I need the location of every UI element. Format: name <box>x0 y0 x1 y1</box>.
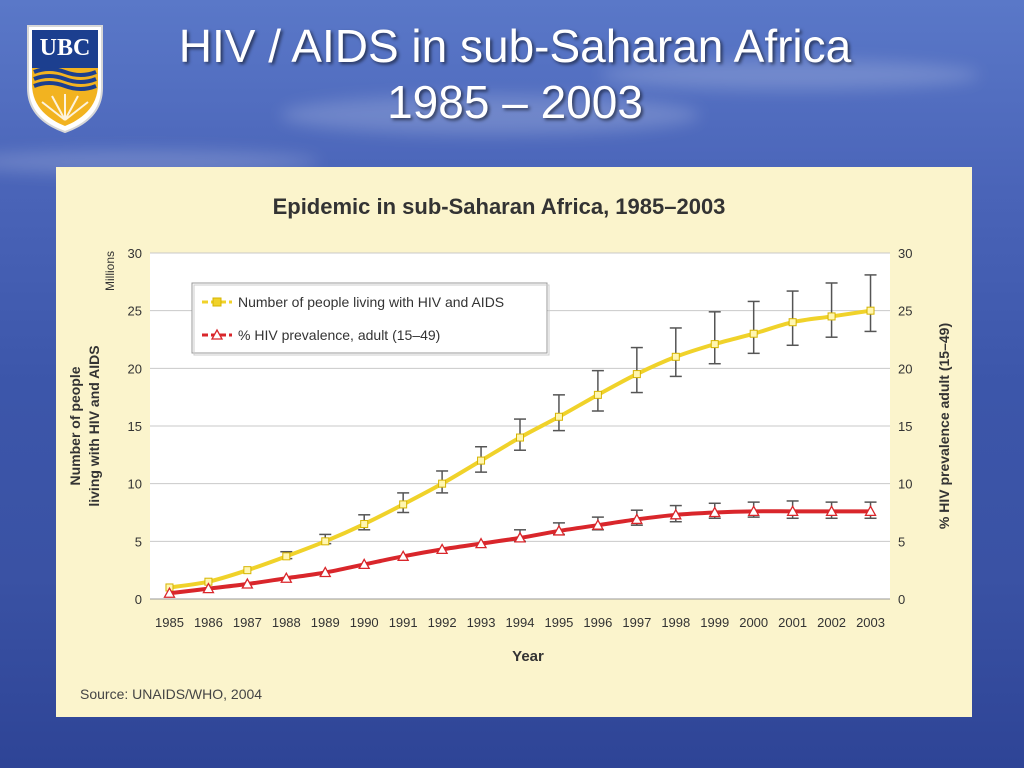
data-point <box>516 433 524 442</box>
y-tick-label-right: 30 <box>898 246 912 261</box>
y-tick-label-right: 10 <box>898 477 912 492</box>
x-tick-label: 1993 <box>467 615 496 630</box>
data-point <box>513 531 527 543</box>
data-point <box>319 566 332 578</box>
data-point <box>708 506 721 518</box>
x-tick-label: 1986 <box>194 615 223 630</box>
x-tick-label: 1985 <box>155 615 184 630</box>
slide-title-line-1: HIV / AIDS in sub-Saharan Africa <box>178 20 852 72</box>
y-tick-label-right: 15 <box>898 419 912 434</box>
y-axis-right-title: % HIV prevalence adult (15–49) <box>936 323 952 529</box>
data-point <box>788 318 797 327</box>
slide-title-line-2: 1985 – 2003 <box>387 76 643 128</box>
data-point <box>282 552 291 561</box>
x-tick-label: 1989 <box>311 615 340 630</box>
x-tick-label: 1998 <box>661 615 690 630</box>
data-point <box>825 505 838 516</box>
y-tick-label-left: 20 <box>128 361 142 376</box>
data-point <box>632 370 641 379</box>
data-point <box>474 537 488 549</box>
data-point <box>163 586 176 598</box>
data-point <box>321 537 330 546</box>
legend-label-prevalence: % HIV prevalence, adult (15–49) <box>238 327 440 343</box>
data-point <box>710 340 719 349</box>
y-tick-label-right: 0 <box>898 592 905 607</box>
y-tick-label-right: 25 <box>898 304 912 319</box>
x-tick-label: 1991 <box>389 615 418 630</box>
data-point <box>747 505 760 516</box>
data-point <box>671 352 680 361</box>
series-hiv-count <box>165 274 877 592</box>
y-tick-label-left: 25 <box>128 304 142 319</box>
chart-panel: Epidemic in sub-Saharan Africa, 1985–200… <box>56 167 972 717</box>
y-tick-label-left: 30 <box>128 246 142 261</box>
y-axis-unit-label: Millions <box>103 251 117 291</box>
x-tick-label: 2003 <box>856 615 885 630</box>
x-axis-title: Year <box>512 648 544 665</box>
data-point <box>864 505 877 516</box>
data-point <box>243 566 252 575</box>
x-tick-label: 1990 <box>350 615 379 630</box>
data-point <box>593 390 602 399</box>
y-tick-label-left: 10 <box>128 477 142 492</box>
legend-label-hiv-count: Number of people living with HIV and AID… <box>238 294 504 310</box>
x-tick-label: 2002 <box>817 615 846 630</box>
background-cloud <box>280 95 700 135</box>
logo-text: UBC <box>40 35 91 61</box>
ubc-logo: UBC <box>24 22 106 134</box>
y-tick-label-left: 0 <box>135 592 142 607</box>
background-cloud <box>600 60 980 90</box>
data-point <box>749 329 758 338</box>
legend-item-hiv-count: Number of people living with HIV and AID… <box>202 294 504 310</box>
data-point <box>591 518 604 530</box>
data-point <box>554 412 563 421</box>
y-axis-left-title-line-1: Number of people <box>67 366 83 485</box>
x-tick-label: 2001 <box>778 615 807 630</box>
chart-title: Epidemic in sub-Saharan Africa, 1985–200… <box>273 194 726 219</box>
x-tick-label: 1999 <box>700 615 729 630</box>
data-point <box>241 577 254 589</box>
data-point <box>669 508 682 520</box>
x-tick-label: 1997 <box>622 615 651 630</box>
y-tick-label-left: 5 <box>135 534 142 549</box>
data-point <box>477 456 486 465</box>
data-point <box>438 479 447 488</box>
y-axis-left: 0 5 10 15 20 25 30 <box>128 246 142 607</box>
data-point <box>827 312 836 321</box>
data-point <box>436 543 449 555</box>
data-point <box>397 549 410 561</box>
x-tick-label: 1987 <box>233 615 262 630</box>
x-tick-label: 1995 <box>544 615 573 630</box>
y-tick-label-left: 15 <box>128 419 142 434</box>
y-tick-label-right: 5 <box>898 534 905 549</box>
series-layer <box>163 274 877 598</box>
data-point <box>399 500 408 509</box>
data-point <box>358 558 371 570</box>
data-point <box>786 505 799 516</box>
y-axis-left-title: Number of people living with HIV and AID… <box>67 345 102 506</box>
x-tick-label: 2000 <box>739 615 768 630</box>
data-point <box>360 520 369 529</box>
legend: Number of people living with HIV and AID… <box>191 282 550 356</box>
x-axis: 1985 1986 1987 1988 1989 1990 1991 1992 1993 1994… <box>155 615 885 630</box>
data-point <box>202 582 215 594</box>
data-point <box>552 524 566 536</box>
slide-title: HIV / AIDS in sub-Saharan Africa 1985 – … <box>110 18 920 130</box>
data-point <box>866 306 875 315</box>
chart: Epidemic in sub-Saharan Africa, 1985–200… <box>67 194 952 702</box>
x-tick-label: 1988 <box>272 615 301 630</box>
y-axis-right: 0 5 10 15 20 25 30 <box>898 246 912 607</box>
x-tick-label: 1992 <box>428 615 457 630</box>
source-note: Source: UNAIDS/WHO, 2004 <box>80 686 262 702</box>
series-prevalence <box>163 500 877 598</box>
x-tick-label: 1994 <box>506 615 535 630</box>
y-tick-label-right: 20 <box>898 361 912 376</box>
legend-item-prevalence: % HIV prevalence, adult (15–49) <box>202 327 440 343</box>
x-tick-label: 1996 <box>583 615 612 630</box>
data-point <box>630 513 643 525</box>
data-point <box>280 571 293 583</box>
y-axis-left-title-line-2: living with HIV and AIDS <box>86 345 102 506</box>
